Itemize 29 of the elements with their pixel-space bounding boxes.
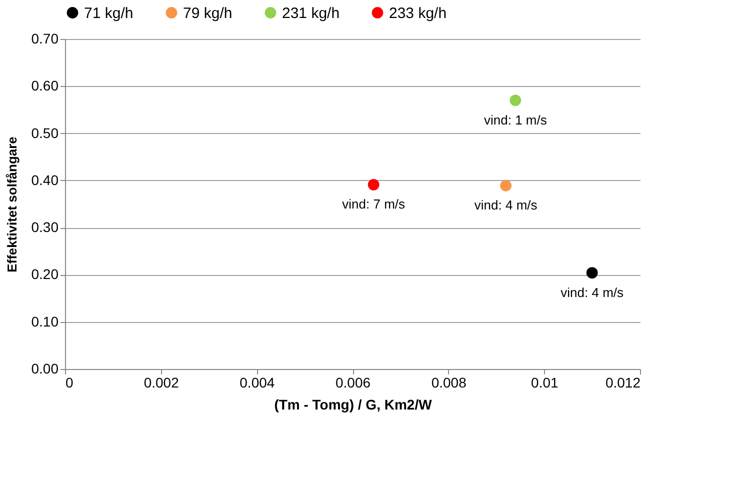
y-tick-label: 0.00	[31, 360, 59, 376]
point	[586, 267, 598, 279]
y-tick-label: 0.40	[31, 172, 59, 188]
annotation: vind: 4 m/s	[560, 284, 624, 300]
x-tick-label: 0.012	[605, 374, 641, 390]
x-tick-label: 0.002	[144, 374, 180, 390]
y-tick-label: 0.50	[31, 124, 59, 141]
annotation: vind: 7 m/s	[342, 196, 406, 212]
y-tick-label: 0.30	[31, 219, 59, 236]
x-tick-label: 0.01	[531, 374, 559, 390]
x-tick-label: 0.006	[335, 374, 371, 390]
legend-label: 71 kg/h	[84, 4, 134, 22]
annotation: vind: 4 m/s	[474, 198, 538, 213]
legend-label: 79 kg/h	[183, 4, 232, 22]
annotation: vind: 1 m/s	[484, 112, 548, 128]
x-tick-label: 0.004	[240, 374, 275, 390]
point	[500, 180, 512, 192]
y-tick-label: 0.10	[31, 313, 59, 330]
legend-label: 231 kg/h	[282, 4, 340, 22]
point	[510, 94, 522, 106]
x-tick-label: 0.008	[431, 374, 467, 390]
legend-label: 233 kg/h	[389, 4, 447, 22]
y-tick-label: 0.20	[31, 266, 59, 282]
y-axis-title: Effektivitet solfångare	[4, 136, 20, 272]
y-tick-label: 0.60	[31, 78, 59, 94]
x-axis-title: (Tm - Tomg) / G, Km2/W	[274, 396, 433, 412]
x-tick-label: 0	[66, 374, 74, 390]
point	[368, 178, 380, 190]
y-tick-label: 0.70	[31, 30, 59, 46]
